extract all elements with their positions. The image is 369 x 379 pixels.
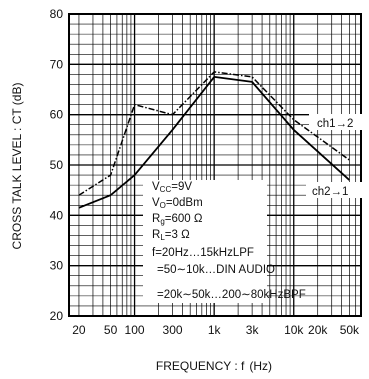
y-tick-label: 80	[50, 7, 64, 21]
y-tick-label: 30	[50, 259, 64, 273]
y-tick-label: 50	[50, 158, 64, 172]
condition-rg: Rg=600 Ω	[152, 213, 203, 226]
x-tick-label: 20	[72, 323, 86, 337]
x-tick-label: 20k	[308, 323, 328, 337]
x-tick-label: 100	[125, 323, 145, 337]
x-axis-title: FREQUENCY : f (Hz)	[156, 359, 272, 373]
series-line-ch2-to-1	[78, 76, 351, 209]
condition-vcc: VCC=9V	[152, 181, 192, 194]
x-tick-label: 10k	[284, 323, 304, 337]
y-tick-label: 70	[50, 57, 64, 71]
condition-rl: RL=3 Ω	[152, 229, 190, 242]
x-tick-label: 50k	[340, 323, 360, 337]
x-tick-label: 300	[163, 323, 183, 337]
series-layer	[78, 71, 351, 209]
y-tick-labels: 20 30 40 50 60 70 80	[50, 7, 64, 323]
x-tick-label: 50	[104, 323, 118, 337]
y-axis-title: CROSS TALK LEVEL : CT (dB)	[10, 83, 24, 250]
condition-filter-2: =50∼10k…DIN AUDIO	[157, 264, 275, 276]
x-tick-label: 3k	[246, 323, 260, 337]
x-tick-label: 1k	[208, 323, 222, 337]
condition-filter-1: f=20Hz…15kHzLPF	[152, 247, 254, 259]
series-line-ch1-to-2	[78, 71, 350, 196]
x-tick-labels: 20 50 100 300 1k 3k 10k 20k 50k	[72, 323, 360, 337]
series-label-ch1-to-2: ch1→2	[317, 118, 353, 130]
plot-frame	[68, 13, 362, 317]
condition-filter-3: =20k∼50k…200∼80kHzBPF	[157, 289, 306, 301]
series-label-bg-ch2	[306, 182, 366, 198]
y-tick-label: 20	[50, 309, 64, 323]
series-label-ch2-to-1: ch2→1	[312, 186, 348, 198]
conditions-box	[143, 180, 267, 303]
series-label-bg-ch1	[309, 114, 367, 130]
condition-vo: VO=0dBm	[152, 197, 203, 210]
y-tick-label: 60	[50, 108, 64, 122]
y-tick-label: 40	[50, 208, 64, 222]
